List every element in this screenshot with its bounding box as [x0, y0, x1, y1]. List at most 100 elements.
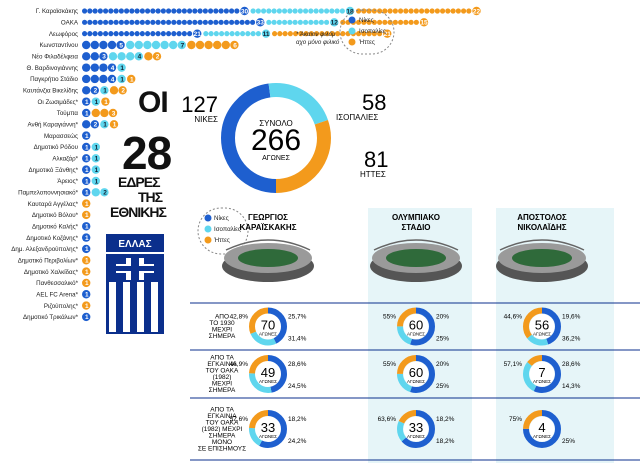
title-line2: ΤΗΣ [138, 189, 163, 205]
stadium-label-0: Γ. Καραϊσκάκης [36, 8, 78, 15]
draws-dot-3-5 [169, 40, 178, 50]
losses-dot-8-0 [101, 97, 110, 106]
wins-dot-1-7 [118, 19, 124, 25]
donut-wins-pct-1-2: 63,6% [378, 416, 397, 423]
donut-arc-1-2-draws [397, 410, 435, 448]
stadium-label-17: Καυταρά Αγγέλας* [28, 201, 79, 208]
wins-count-10: 2 [94, 122, 98, 129]
losses-badge-text-1: 15 [420, 20, 428, 27]
wins-badge-text-0: 30 [241, 8, 249, 15]
losses-dot-9-0 [91, 108, 101, 118]
losses-dot-1-6 [371, 19, 377, 25]
stadium-label-21: Δημ. Αλεξανδρούπολης* [11, 246, 78, 253]
draws-dot-1-6 [297, 19, 303, 25]
losses-dot-2-6 [303, 31, 309, 37]
donut-arc-1-0-draws [397, 307, 435, 346]
stadium-label-25: AEL FC Arena* [36, 291, 78, 298]
legend-panel-label-2: Ήττες [213, 237, 230, 244]
donut-arc-2-2-losses [523, 410, 561, 448]
losses-dot-0-6 [387, 8, 393, 14]
donut-losses-pct-0-2: 24,2% [288, 438, 307, 445]
wins-dot-7-0 [82, 86, 91, 95]
losses-dot-0-15 [434, 8, 440, 14]
wins-dot-2-7 [118, 31, 124, 37]
losses-dot-1-7 [377, 19, 383, 25]
wins-dot-0-6 [113, 8, 119, 14]
wins-dot-0-18 [176, 8, 182, 14]
wins-count-20: 1 [85, 235, 89, 242]
losses-dot-1-0 [340, 19, 346, 25]
donut-games-0-1: 49 [261, 365, 275, 380]
draws-dot-0-4 [271, 8, 277, 14]
donut-arc-0-0-losses [249, 307, 287, 346]
wins-dot-1-30 [239, 19, 245, 25]
wins-count-14: 1 [85, 167, 89, 174]
draws-dot-14-0 [91, 165, 101, 174]
wins-dot-15-0 [82, 176, 91, 186]
donut-games-1-2: 33 [409, 420, 423, 435]
wins-dot-0-26 [218, 8, 224, 14]
losses-dot-10-0 [109, 120, 119, 129]
draws-dot-1-3 [282, 19, 288, 25]
wins-dot-6-1 [90, 74, 100, 84]
title-number: 28 [122, 127, 172, 179]
donut-wins-pct-2-1: 57,1% [504, 361, 523, 368]
losses-dot-2-19 [371, 31, 377, 37]
draws-count-7: 1 [103, 88, 107, 95]
draws-dot-3-4 [160, 40, 169, 50]
losses-dot-7-0 [109, 86, 119, 95]
donut-arc-0-1-losses [249, 355, 287, 393]
losses-dot-0-0 [356, 8, 362, 14]
wins-dot-1-20 [187, 19, 193, 25]
wins-dot-1-14 [155, 19, 161, 25]
draws-badge-text-2: 11 [263, 31, 270, 38]
draws-count-15: 1 [95, 178, 99, 185]
wins-count-15: 1 [85, 178, 89, 185]
losses-dot-1-11 [398, 19, 404, 25]
stadium-label-6: Παγκρήτιο Στάδιο [30, 76, 78, 83]
row-label-1-5: ΣΗΜΕΡΑ [209, 387, 236, 394]
losses-dot-1-8 [382, 19, 388, 25]
wins-dot-0-5 [108, 8, 114, 14]
legend-top-label-2: Ήττες [358, 39, 375, 46]
donut-games-1-0: 60 [409, 318, 423, 333]
losses-dot-0-8 [398, 8, 404, 14]
losses-dot-3-5 [230, 40, 239, 50]
losses-dot-3-3 [213, 40, 222, 50]
draws-dot-6-0 [117, 74, 126, 84]
stadium-name-line2-0: ΚΑΡΑΪΣΚΑΚΗΣ [239, 223, 296, 232]
wins-badge-text-2: 21 [194, 31, 202, 38]
donut-hole-1-1 [403, 361, 429, 387]
draws-count-16: 2 [103, 190, 107, 197]
row-label-1-1: ΕΓΚΑΙΝΙΑ [207, 361, 237, 368]
losses-dot-0-7 [392, 8, 398, 14]
wins-dot-1-29 [234, 19, 240, 25]
losses-dot-24-0 [82, 278, 91, 288]
legend-panel-swatch-0 [204, 214, 212, 222]
donut-games-label-1-0: ΑΓΩΝΕΣ [407, 332, 425, 337]
donut-wins-pct-1-0: 55% [383, 314, 396, 321]
wins-dot-1-26 [218, 19, 224, 25]
wins-dot-1-12 [145, 19, 151, 25]
flag-stripe-0 [109, 282, 116, 332]
losses-dot-0-10 [408, 8, 414, 14]
donut-losses-pct-1-0: 25% [436, 336, 449, 343]
draws-dot-16-0 [91, 188, 101, 197]
losses-dot-0-19 [455, 8, 461, 14]
flag-stripe-2 [137, 282, 144, 332]
draws-dot-2-2 [213, 31, 219, 37]
draws-dot-1-8 [308, 19, 314, 25]
wins-dot-13-0 [82, 154, 91, 163]
title-line1: ΕΔΡΕΣ [118, 174, 160, 190]
wins-dot-0-12 [145, 8, 151, 14]
losses-dot-4-1 [152, 52, 162, 61]
draws-dot-0-1 [255, 8, 261, 14]
draws-count-3: 7 [181, 42, 185, 49]
losses-count-3: 6 [233, 42, 237, 49]
stadium-label-22: Δημοτικό Περιβολίων* [18, 257, 79, 264]
donut-losses-pct-2-2: 25% [562, 438, 575, 445]
wins-count-4: 3 [102, 54, 106, 61]
row-label-2-4: ΣΗΜΕΡΑ [209, 432, 236, 439]
donut-draws-pct-0-1: 28,6% [288, 361, 307, 368]
donut-draws-pct-1-2: 18,2% [436, 416, 455, 423]
